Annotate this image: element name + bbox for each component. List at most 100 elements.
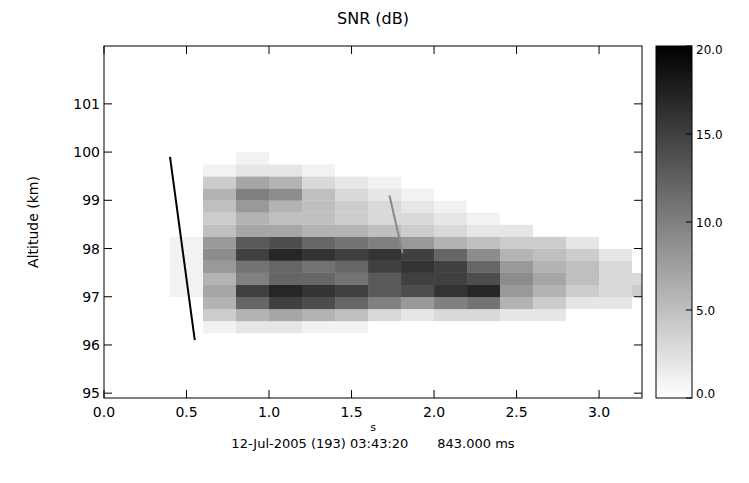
y-tick-label: 101 bbox=[73, 96, 100, 112]
heat-cell bbox=[368, 333, 401, 345]
heat-cell bbox=[632, 333, 642, 345]
heat-cell bbox=[401, 333, 434, 345]
heat-cell bbox=[632, 200, 642, 212]
heat-cell bbox=[302, 164, 335, 176]
heat-cell bbox=[236, 224, 269, 236]
heat-cell bbox=[434, 273, 467, 285]
heat-cell bbox=[203, 261, 236, 273]
heat-cell bbox=[269, 224, 302, 236]
chart: SNR (dB)0.00.51.01.52.02.53.095969798991… bbox=[0, 0, 749, 483]
heat-cell bbox=[401, 164, 434, 176]
heat-cell bbox=[434, 261, 467, 273]
heat-cell bbox=[203, 236, 236, 248]
heat-cell bbox=[269, 212, 302, 224]
heat-cell bbox=[203, 333, 236, 345]
heat-cell bbox=[170, 236, 203, 248]
heat-cell bbox=[170, 261, 203, 273]
heat-cell bbox=[467, 249, 500, 261]
heat-cell bbox=[302, 285, 335, 297]
heat-cell bbox=[302, 224, 335, 236]
heat-cell bbox=[500, 297, 533, 309]
heat-cell bbox=[302, 200, 335, 212]
x-axis-title: s bbox=[370, 421, 376, 434]
y-tick-right bbox=[634, 103, 642, 104]
colorbar bbox=[656, 46, 692, 398]
heat-cell bbox=[203, 200, 236, 212]
heat-cell bbox=[401, 249, 434, 261]
x-tick-top bbox=[104, 46, 105, 54]
heat-cell bbox=[302, 212, 335, 224]
heat-cell bbox=[335, 333, 368, 345]
heat-cell bbox=[269, 236, 302, 248]
y-tick-label: 98 bbox=[82, 241, 100, 257]
heat-cell bbox=[236, 273, 269, 285]
colorbar-tick bbox=[686, 134, 692, 135]
heat-cell bbox=[533, 176, 566, 188]
heat-cell bbox=[566, 236, 599, 248]
heat-cell bbox=[401, 176, 434, 188]
heat-cell bbox=[335, 309, 368, 321]
heat-cell bbox=[467, 212, 500, 224]
heat-cell bbox=[368, 164, 401, 176]
y-tick bbox=[104, 344, 112, 345]
heat-cell bbox=[434, 249, 467, 261]
heat-cell bbox=[236, 261, 269, 273]
heat-cell bbox=[368, 152, 401, 164]
colorbar-tick bbox=[686, 398, 692, 399]
heat-cell bbox=[170, 200, 203, 212]
x-tick bbox=[104, 390, 105, 398]
heat-cell bbox=[533, 261, 566, 273]
heat-cell bbox=[335, 236, 368, 248]
heat-cell bbox=[401, 224, 434, 236]
heat-cell bbox=[236, 309, 269, 321]
heat-cell bbox=[632, 176, 642, 188]
x-tick-top bbox=[599, 46, 600, 54]
heat-cell bbox=[401, 273, 434, 285]
heat-cell bbox=[434, 212, 467, 224]
heat-cell bbox=[434, 188, 467, 200]
colorbar-tick-label: 5.0 bbox=[696, 304, 715, 318]
heat-cell bbox=[269, 152, 302, 164]
x-tick bbox=[516, 390, 517, 398]
heat-cell bbox=[434, 297, 467, 309]
heat-cell bbox=[566, 297, 599, 309]
heat-cell bbox=[137, 212, 170, 224]
heat-cell bbox=[632, 164, 642, 176]
x-tick-label: 2.5 bbox=[505, 404, 527, 420]
heat-cell bbox=[632, 249, 642, 261]
heat-cell bbox=[566, 273, 599, 285]
heat-cell bbox=[236, 297, 269, 309]
heat-cell bbox=[566, 164, 599, 176]
heat-cell bbox=[203, 249, 236, 261]
heat-cell bbox=[137, 309, 170, 321]
heat-cell bbox=[533, 273, 566, 285]
heat-cell bbox=[533, 188, 566, 200]
heat-cell bbox=[500, 236, 533, 248]
heat-cell bbox=[203, 321, 236, 333]
heat-cell bbox=[500, 200, 533, 212]
heat-cell bbox=[236, 188, 269, 200]
y-tick bbox=[104, 200, 112, 201]
y-tick-right bbox=[634, 393, 642, 394]
heat-cell bbox=[269, 333, 302, 345]
heat-cell bbox=[632, 236, 642, 248]
heat-cell bbox=[632, 188, 642, 200]
heat-cell bbox=[401, 200, 434, 212]
heat-cell bbox=[335, 164, 368, 176]
x-tick bbox=[434, 390, 435, 398]
y-tick-label: 95 bbox=[82, 385, 100, 401]
y-tick bbox=[104, 248, 112, 249]
heat-cell bbox=[335, 200, 368, 212]
heat-cell bbox=[368, 309, 401, 321]
heat-cell bbox=[599, 152, 632, 164]
heat-cell bbox=[203, 309, 236, 321]
heat-cell bbox=[302, 152, 335, 164]
heat-cell bbox=[566, 285, 599, 297]
heat-cell bbox=[368, 321, 401, 333]
x-tick-label: 2.0 bbox=[423, 404, 445, 420]
heat-cell bbox=[335, 261, 368, 273]
heat-cell bbox=[566, 261, 599, 273]
heat-cell bbox=[335, 285, 368, 297]
y-axis-title: Altitude (km) bbox=[25, 176, 41, 268]
plot-frame bbox=[104, 46, 642, 398]
